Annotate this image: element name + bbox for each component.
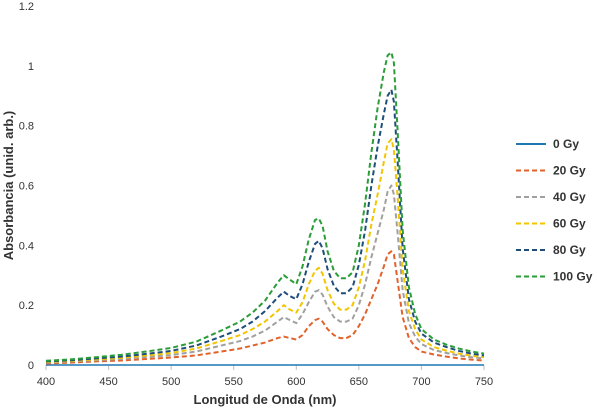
y-tick-label: 0.6 — [19, 181, 34, 193]
y-tick-label: 0.2 — [19, 300, 34, 312]
legend-label: 60 Gy — [553, 217, 586, 231]
x-tick-label: 550 — [225, 376, 243, 388]
y-tick-label: 0.4 — [19, 240, 34, 252]
y-tick-label: 1 — [28, 61, 34, 73]
y-tick-label: 1.2 — [19, 1, 34, 13]
y-tick-label: 0.8 — [19, 121, 34, 133]
x-tick-label: 700 — [412, 376, 430, 388]
legend: 0 Gy 20 Gy 40 Gy 60 Gy 80 Gy 100 Gy — [516, 137, 593, 284]
series-line-1 — [45, 250, 485, 365]
x-tick-label: 400 — [37, 376, 55, 388]
series-lines — [45, 51, 485, 366]
x-tick-label: 750 — [475, 376, 493, 388]
series-line-3 — [45, 138, 485, 364]
x-axis-ticks: 400 450 500 550 600 650 700 750 — [37, 365, 493, 388]
legend-label: 80 Gy — [553, 243, 586, 257]
series-line-2 — [45, 184, 485, 364]
x-tick-label: 600 — [287, 376, 305, 388]
x-tick-label: 450 — [99, 376, 117, 388]
x-axis-title: Longitud de Onda (nm) — [194, 392, 337, 407]
y-axis-title: Absorbancia (unid. arb.) — [1, 111, 16, 261]
series-line-5 — [45, 51, 485, 362]
y-tick-label: 0 — [28, 360, 34, 372]
x-tick-label: 650 — [350, 376, 368, 388]
x-tick-label: 500 — [162, 376, 180, 388]
legend-label: 20 Gy — [553, 164, 586, 178]
legend-label: 100 Gy — [553, 270, 593, 284]
y-axis-ticks: 0 0.2 0.4 0.6 0.8 1 1.2 — [19, 1, 34, 372]
legend-label: 0 Gy — [553, 137, 579, 151]
legend-label: 40 Gy — [553, 190, 586, 204]
series-line-4 — [45, 88, 485, 363]
